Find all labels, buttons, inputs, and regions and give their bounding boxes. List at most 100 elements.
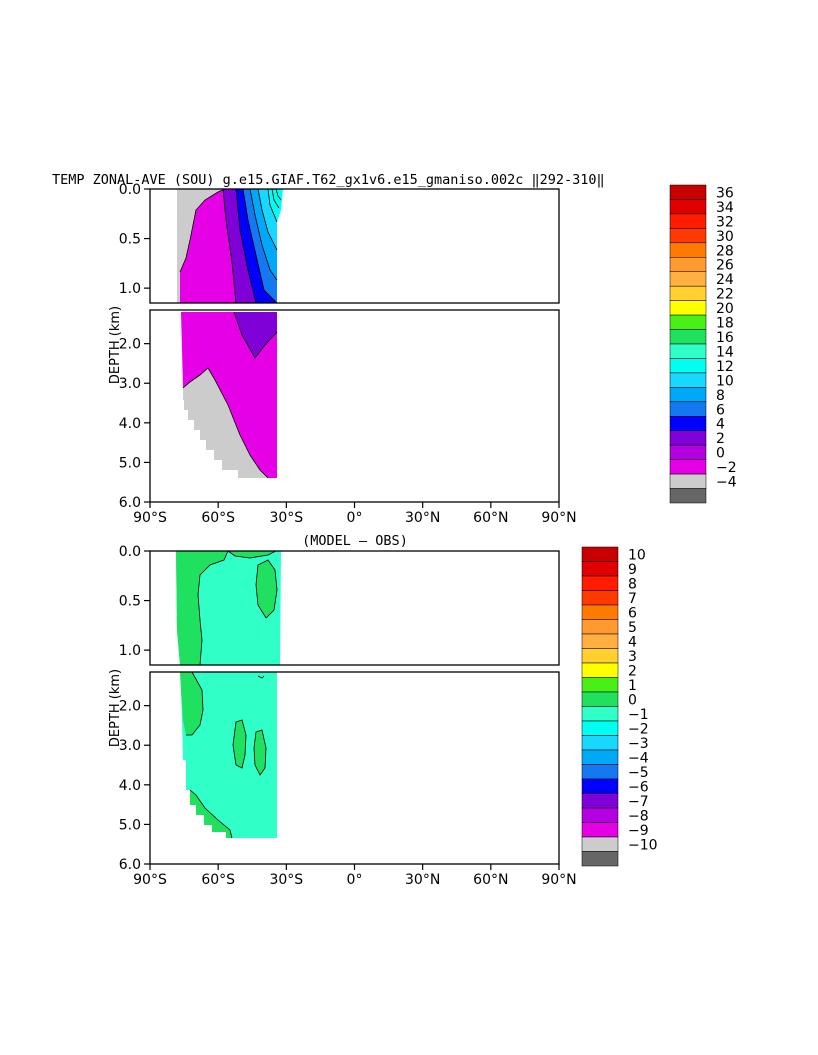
x-tick-label: 0° [347, 872, 363, 888]
y-tick-label: 0.0 [119, 182, 141, 198]
difference-upper-frame [149, 550, 560, 666]
temperature-title: TEMP ZONAL-AVE (SOU) g.e15.GIAF.T62_gx1v… [52, 172, 605, 188]
x-tick-label: 30°S [269, 872, 303, 888]
colorbar-swatch [669, 416, 707, 431]
colorbar-label: −2 [716, 460, 737, 476]
colorbar-label: 5 [628, 620, 637, 636]
colorbar-swatch [669, 228, 707, 244]
y-tick-label: 6.0 [119, 495, 141, 511]
temperature-upper-contours [179, 188, 282, 304]
colorbar-swatch [669, 488, 707, 504]
colorbar-label: 1 [628, 678, 637, 694]
x-tick-label: 30°N [405, 510, 440, 526]
colorbar-swatch [669, 213, 707, 229]
x-tick-label: 90°N [541, 510, 576, 526]
colorbar-label: 7 [628, 591, 637, 607]
colorbar-label: −6 [628, 780, 649, 796]
diff-positive-lower-blob1 [233, 720, 246, 768]
x-tick-label: 90°S [133, 872, 167, 888]
difference-upper-field [176, 550, 281, 666]
colorbar-swatch [669, 459, 707, 475]
difference-panel: (MODEL – OBS) [108, 533, 658, 888]
temperature-y-axis: 0.0 0.5 1.0 2.0 3.0 4.0 5.0 6.0 [119, 182, 150, 511]
colorbar-label: −3 [628, 736, 649, 752]
colorbar-swatch [581, 648, 619, 664]
field-purple-deep [234, 312, 277, 358]
difference-lower-field [180, 671, 277, 839]
diff-positive-upper-left [176, 551, 228, 665]
difference-upper-contours [197, 550, 278, 666]
colorbar-label: 26 [716, 258, 734, 274]
x-tick-label: 60°S [201, 872, 235, 888]
field-purple [223, 189, 256, 303]
temperature-upper-frame [149, 188, 560, 304]
colorbar-swatch [669, 401, 707, 417]
colorbar-label: 10 [716, 373, 734, 389]
colorbar-label: 18 [716, 316, 734, 332]
temperature-panel: TEMP ZONAL-AVE (SOU) g.e15.GIAF.T62_gx1v… [52, 172, 737, 526]
colorbar-swatch [669, 473, 707, 489]
difference-y-label: DEPTH (km) [108, 669, 123, 747]
colorbar-label: 8 [628, 577, 637, 593]
diff-base-upper [176, 551, 281, 665]
colorbar-label: 28 [716, 243, 734, 259]
y-tick-label: 2.0 [119, 337, 141, 353]
colorbar-swatch [581, 735, 619, 751]
colorbar-label: 4 [716, 417, 725, 433]
colorbar-swatch [581, 633, 619, 649]
colorbar-swatch [581, 793, 619, 809]
colorbar-label: −5 [628, 765, 649, 781]
colorbar-label: −10 [628, 838, 658, 854]
colorbar-label: −7 [628, 794, 649, 810]
difference-lower-contours [186, 671, 267, 839]
difference-y-axis: 0.0 0.5 1.0 2.0 3.0 4.0 5.0 6.0 [119, 544, 150, 873]
diff-positive-lower-left [180, 672, 203, 735]
colorbar-label: 32 [716, 214, 734, 230]
colorbar-swatch [581, 677, 619, 693]
colorbar-swatch [581, 662, 619, 678]
colorbar-swatch [581, 764, 619, 780]
colorbar-label: 2 [628, 664, 637, 680]
colorbar-swatch [669, 444, 707, 460]
x-tick-label: 60°N [473, 872, 508, 888]
colorbar-swatch [581, 778, 619, 794]
field-blue-4 [236, 189, 277, 303]
colorbar-label: 3 [628, 649, 637, 665]
colorbar-swatch [581, 720, 619, 736]
colorbar-swatch [669, 257, 707, 272]
field-magenta [180, 189, 236, 303]
colorbar-label: 6 [628, 606, 637, 622]
colorbar-swatch [669, 343, 707, 359]
colorbar-label: −2 [628, 722, 649, 738]
colorbar-swatch [581, 546, 619, 562]
y-tick-label: 4.0 [119, 416, 141, 432]
colorbar-swatch [669, 199, 707, 215]
x-tick-label: 90°N [541, 872, 576, 888]
temperature-x-axis: 90°S 60°S 30°S 0° 30°N 60°N 90°N [133, 502, 577, 526]
y-tick-label: 0.5 [119, 594, 141, 610]
diff-base-lower [180, 672, 277, 838]
colorbar-label: 22 [716, 287, 734, 303]
colorbar-label: 30 [716, 229, 734, 245]
field-band-8 [250, 189, 277, 280]
field-gray-deep [183, 368, 268, 478]
colorbar-label: 9 [628, 562, 637, 578]
colorbar-swatch [581, 706, 619, 722]
colorbar-label: −8 [628, 809, 649, 825]
colorbar-swatch [669, 285, 707, 301]
colorbar-swatch [669, 430, 707, 446]
colorbar-label: −9 [628, 823, 649, 839]
colorbar-label: 8 [716, 388, 725, 404]
colorbar-swatch [669, 271, 707, 287]
difference-title: (MODEL – OBS) [302, 533, 408, 549]
colorbar-label: 16 [716, 330, 734, 346]
diff-positive-upper-mid [256, 560, 277, 618]
temperature-lower-field [181, 311, 278, 479]
y-tick-label: 3.0 [119, 738, 141, 754]
x-tick-label: 60°S [201, 510, 235, 526]
temperature-lower-contours [182, 311, 278, 479]
colorbar-label: −1 [628, 707, 649, 723]
